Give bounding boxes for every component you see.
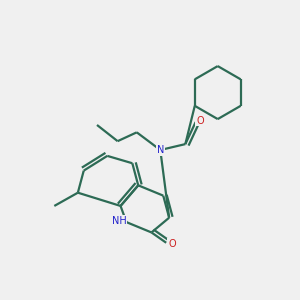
Text: O: O [168, 239, 176, 249]
Text: N: N [157, 145, 164, 155]
Text: O: O [196, 116, 204, 126]
Text: NH: NH [112, 216, 127, 226]
